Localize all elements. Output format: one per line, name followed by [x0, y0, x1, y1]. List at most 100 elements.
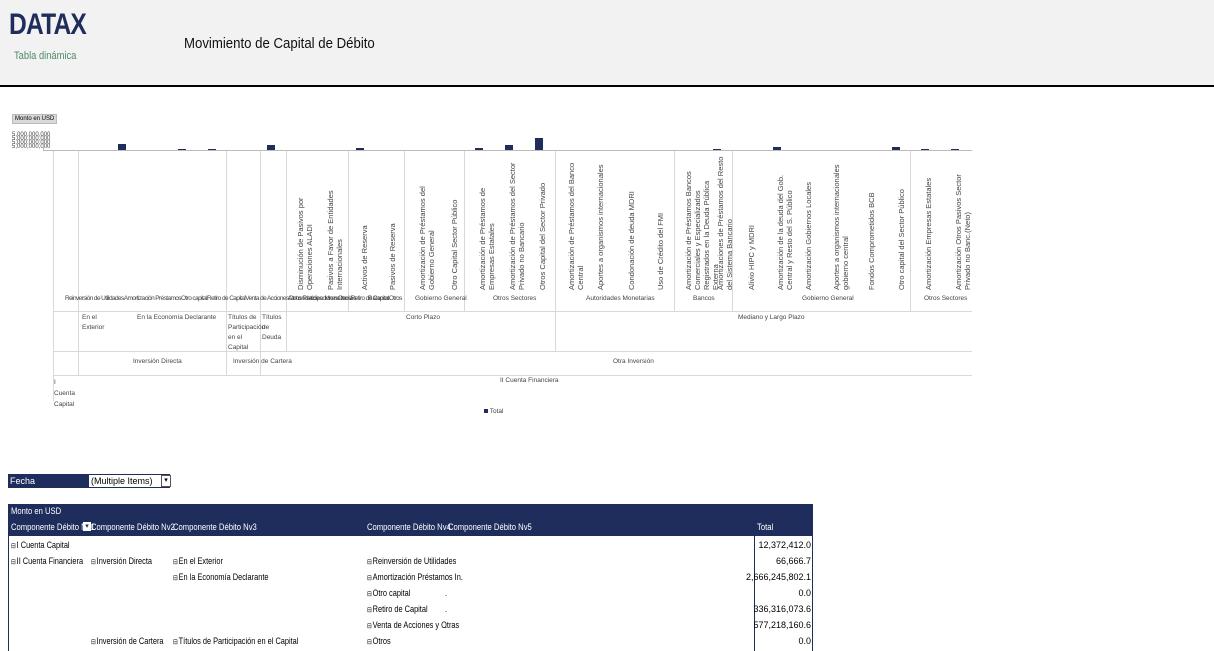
table-cell-total: 577,218,160.6 — [753, 620, 811, 630]
table-cell-nv4[interactable]: ⊟Otro capital — [367, 588, 410, 598]
table-row[interactable]: ⊟Otro capital. 0.0 — [9, 586, 812, 602]
divider — [226, 151, 227, 375]
expand-collapse-icon[interactable]: ⊟ — [367, 559, 372, 566]
table-cell-nv5: . — [445, 572, 447, 582]
table-cell-nv1[interactable]: ⊟II Cuenta Financiera — [11, 556, 83, 566]
pivot-header: Monto en USD Componente Débito Nv1 ▾ Com… — [9, 504, 812, 536]
table-row[interactable]: ⊟En la Economía Declarante ⊟Amortización … — [9, 570, 812, 586]
chart-bar — [505, 145, 513, 150]
filter-dropdown-icon[interactable]: ▾ — [161, 475, 171, 487]
chart-bar — [892, 147, 900, 150]
divider — [53, 311, 972, 312]
cell-text: Inversión de Cartera — [96, 636, 164, 646]
expand-collapse-icon[interactable]: ⊟ — [367, 607, 372, 614]
cell-text: . — [445, 572, 448, 582]
table-cell-total: 336,316,073.6 — [753, 604, 811, 614]
filter-value[interactable]: (Multiple Items) — [88, 474, 170, 488]
table-row[interactable]: ⊟Retiro de Capital. 336,316,073.6 — [9, 602, 812, 618]
cat-en-la-economia-declarante: En la Economía Declarante — [137, 314, 217, 321]
table-cell-nv2[interactable]: ⊟Inversión de Cartera — [91, 636, 164, 646]
table-cell-nv4[interactable]: ⊟Reinversión de Utilidades — [367, 556, 456, 566]
cell-text: Reinversión de Utilidades — [372, 556, 457, 566]
expand-collapse-icon[interactable]: ⊟ — [367, 639, 372, 646]
logo-subtitle: Tabla dinámica — [14, 50, 77, 62]
col-header-nv1[interactable]: Componente Débito Nv1 — [11, 522, 95, 532]
cell-text: . — [445, 620, 448, 630]
chart-legend: Total — [484, 408, 503, 415]
divider — [53, 375, 972, 376]
leaf-label: Uso de Crédito del FMI — [656, 212, 665, 290]
table-cell-nv1[interactable]: ⊟I Cuenta Capital — [11, 540, 70, 550]
cat-autoridades-monetarias: Autoridades Monetarias — [288, 295, 357, 302]
leaf-label: Amortización de Préstamos del Gobierno G… — [418, 186, 436, 290]
table-cell-nv5: . — [445, 620, 447, 630]
expand-collapse-icon[interactable]: ⊟ — [91, 639, 96, 646]
pivot-chart[interactable]: Monto en USD 5,000,000,000 5,000,000,000 5… — [10, 110, 972, 415]
table-cell-total: 2,666,245,802.1 — [745, 572, 811, 582]
table-cell-nv3[interactable]: ⊟En el Exterior — [173, 556, 223, 566]
leaf-label: Otros Capital del Sector Privado — [538, 182, 547, 290]
leaf-label: Amortización Empresas Estatales — [924, 177, 933, 290]
table-cell-total: 0.0 — [798, 636, 811, 646]
expand-collapse-icon[interactable]: ⊟ — [173, 639, 178, 646]
cat-autoridades-monetarias-lp: Autoridades Monetarias — [586, 295, 655, 302]
divider — [260, 151, 261, 375]
expand-collapse-icon[interactable]: ⊟ — [367, 575, 372, 582]
col-header-nv5[interactable]: Componente Débito Nv5 — [448, 522, 532, 532]
expand-collapse-icon[interactable]: ⊟ — [11, 543, 16, 550]
pivot-table[interactable]: Monto en USD Componente Débito Nv1 ▾ Com… — [8, 504, 813, 651]
col-header-total: Total — [757, 522, 774, 532]
chart-bar — [713, 149, 721, 150]
leaf-label: Otro capital del Sector Público — [897, 189, 906, 290]
col-header-nv4[interactable]: Componente Débito Nv4 — [367, 522, 451, 532]
table-cell-total: 12,372,412.0 — [758, 540, 811, 550]
divider — [286, 151, 287, 351]
leaf-label: Pasivos a Favor de Entidades Internacion… — [326, 190, 344, 290]
table-cell-nv3[interactable]: ⊟En la Economía Declarante — [173, 572, 268, 582]
cat-otra-inversion: Otra Inversión — [613, 358, 654, 365]
cell-text: . — [445, 556, 448, 566]
table-cell-total: 66,666.7 — [775, 556, 811, 566]
divider — [732, 151, 733, 311]
chart-bar — [951, 149, 959, 150]
chart-bar — [475, 148, 483, 150]
chart-bar — [921, 149, 929, 150]
table-cell-nv4[interactable]: ⊟Venta de Acciones y Otras — [367, 620, 459, 630]
cell-text: Inversión Directa — [96, 556, 153, 566]
pivot-measure-label: Monto en USD — [11, 506, 62, 516]
legend-swatch — [484, 409, 488, 413]
table-row[interactable]: ⊟II Cuenta Financiera ⊟Inversión Directa ⊟… — [9, 554, 812, 570]
datax-logo: DATAX — [9, 8, 87, 41]
table-cell-nv4[interactable]: ⊟Otros — [367, 636, 391, 646]
leaf-label: Condonación de deuda MDRI — [627, 191, 636, 290]
divider — [78, 151, 79, 375]
table-row[interactable]: ⊟Venta de Acciones y Otras. 577,218,160.6 — [9, 618, 812, 634]
cell-text: . — [445, 604, 448, 614]
table-cell-nv4[interactable]: ⊟Amortización Préstamos In. — [367, 572, 463, 582]
expand-collapse-icon[interactable]: ⊟ — [173, 559, 178, 566]
col-header-nv2[interactable]: Componente Débito Nv2 — [91, 522, 175, 532]
col-header-nv3[interactable]: Componente Débito Nv3 — [173, 522, 257, 532]
cell-text: Otros — [372, 636, 391, 646]
total-column — [754, 504, 813, 651]
table-row[interactable]: ⊟Inversión de Cartera ⊟Títulos de Partici… — [9, 634, 812, 650]
expand-collapse-icon[interactable]: ⊟ — [367, 623, 372, 630]
divider — [348, 151, 349, 311]
expand-collapse-icon[interactable]: ⊟ — [367, 591, 372, 598]
filter-dropdown-icon[interactable]: ▾ — [83, 522, 91, 531]
chart-bar — [208, 149, 216, 150]
legend-label: Total — [489, 408, 504, 415]
table-cell-nv2[interactable]: ⊟Inversión Directa — [91, 556, 152, 566]
table-row[interactable]: ⊟I Cuenta Capital 12,372,412.0 — [9, 538, 812, 554]
table-cell-nv3[interactable]: ⊟Títulos de Participación en el Capital — [173, 636, 298, 646]
divider — [910, 151, 911, 311]
leaf-label: Amortización de la deuda del Gob. Centra… — [776, 174, 794, 290]
expand-collapse-icon[interactable]: ⊟ — [11, 559, 16, 566]
measure-badge[interactable]: Monto en USD — [12, 114, 58, 124]
expand-collapse-icon[interactable]: ⊟ — [173, 575, 178, 582]
divider — [674, 151, 675, 311]
cell-text: Amortización Préstamos In. — [372, 572, 463, 582]
table-cell-nv4[interactable]: ⊟Retiro de Capital — [367, 604, 428, 614]
cell-text: I Cuenta Capital — [16, 540, 70, 550]
expand-collapse-icon[interactable]: ⊟ — [91, 559, 96, 566]
